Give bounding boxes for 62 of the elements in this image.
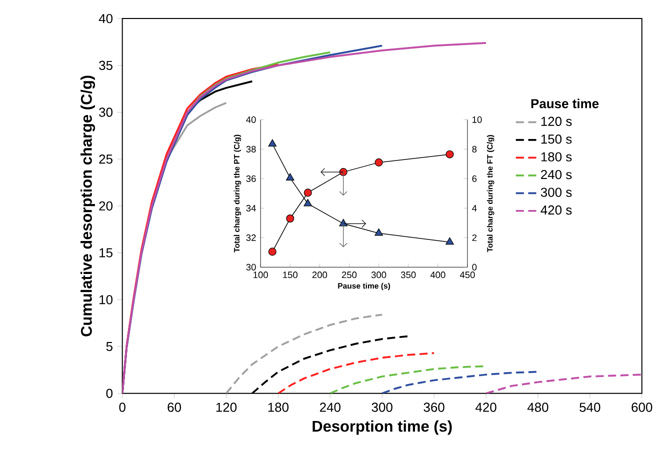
x-tick-label: 150	[283, 272, 298, 278]
point	[446, 238, 454, 245]
y-tick-label: 35	[99, 61, 112, 70]
x-tick-label: 480	[527, 402, 548, 412]
legend-label: 120 s	[541, 117, 572, 126]
y-tick-label: 40	[98, 14, 113, 24]
legend-title: Pause time	[531, 98, 599, 108]
y-tick-label: 5	[106, 342, 112, 352]
y-tick-label: 30	[99, 108, 113, 118]
point	[446, 150, 454, 159]
y-tick-label: 0	[106, 389, 113, 398]
point	[304, 188, 312, 197]
y-tick-label: 36	[246, 176, 256, 182]
line-series	[381, 371, 539, 394]
y-tick-label: 40	[246, 116, 256, 124]
point	[268, 139, 277, 147]
y-tick-label: 20	[99, 202, 113, 211]
point	[286, 173, 294, 181]
x-tick-label: 200	[312, 272, 328, 278]
x-tick-label: 0	[119, 402, 126, 412]
y-tick-label: 10	[100, 295, 113, 304]
y-tick-label: 32	[246, 234, 256, 242]
x-tick-label: 300	[372, 402, 392, 412]
x-tick-label: 600	[632, 402, 652, 412]
x-tick-label: 120	[216, 402, 237, 412]
x-tick-label: 420	[475, 402, 496, 412]
y2-tick-label: 10	[472, 116, 482, 124]
y2-tick-label: 2	[472, 234, 477, 242]
x-tick-label: 250	[342, 272, 357, 278]
x-tick-label: 360	[424, 402, 444, 412]
line-series	[225, 314, 384, 394]
y-tick-label: 34	[246, 205, 256, 212]
x-tick-label: 540	[580, 402, 600, 412]
x-tick-label: 100	[254, 272, 268, 278]
y2-tick-label: 8	[472, 146, 477, 153]
point	[304, 199, 312, 207]
point	[286, 214, 294, 223]
legend-label: 300 s	[540, 188, 572, 198]
y2-tick-label: 4	[472, 205, 477, 212]
line-series	[277, 352, 435, 394]
legend-label: 150 s	[541, 134, 572, 144]
y-tick-label: 38	[246, 146, 256, 153]
x-tick-label: 400	[430, 272, 446, 278]
legend-label: 180 s	[541, 152, 572, 162]
legend-label: 420 s	[540, 206, 572, 215]
x-tick-label: 240	[320, 402, 340, 412]
y2-tick-label: 6	[472, 176, 477, 182]
x-tick-label: 350	[400, 272, 416, 278]
y-tick-label: 30	[246, 264, 256, 271]
x-tick-label: 180	[268, 402, 289, 412]
x-tick-label: 450	[460, 272, 475, 278]
y-axis-title: Cumulative desorption charge (C/g)	[80, 76, 96, 337]
legend-label: 240 s	[541, 170, 572, 180]
point	[374, 228, 383, 236]
x-axis-title: Desorption time (s)	[312, 420, 452, 436]
x-tick-label: 60	[168, 402, 181, 412]
point	[268, 248, 276, 256]
point	[374, 158, 383, 167]
x-tick-label: 300	[371, 272, 386, 278]
y2-tick-label: 0	[472, 264, 477, 271]
y-tick-label: 15	[100, 248, 112, 258]
y-tick-label: 25	[99, 154, 112, 164]
